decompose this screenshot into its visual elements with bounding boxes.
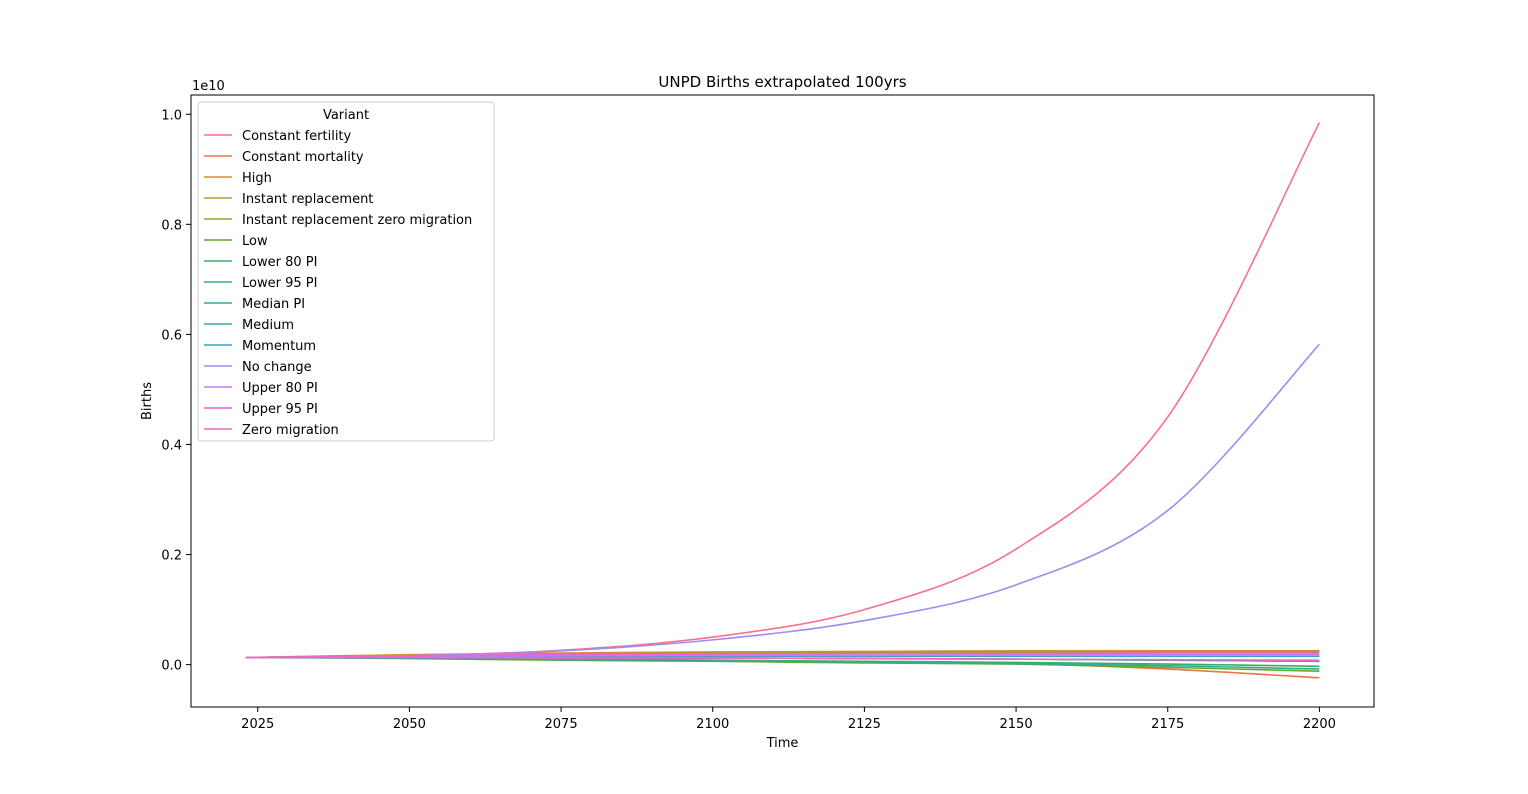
legend-entry: No change — [242, 360, 312, 375]
x-tick-label: 2150 — [1000, 717, 1033, 732]
legend-box — [197, 101, 495, 442]
legend-entry: Constant fertility — [242, 129, 352, 144]
legend-entry: Median PI — [242, 297, 305, 312]
series-line — [245, 652, 1320, 659]
legend-entry: Upper 95 PI — [242, 402, 318, 417]
y-tick-label: 0.2 — [161, 549, 182, 564]
legend-entry: Constant mortality — [242, 150, 364, 165]
legend: Variant Constant fertility Constant morta… — [197, 101, 495, 442]
y-axis-label: Births — [140, 382, 155, 420]
legend-entry: High — [242, 171, 272, 186]
x-axis-label: Time — [766, 736, 799, 751]
y-tick-label: 0.6 — [161, 328, 182, 343]
legend-entry: Instant replacement — [242, 192, 373, 207]
x-tick-label: 2100 — [696, 717, 729, 732]
y-tick-label: 1.0 — [161, 108, 182, 123]
x-tick-label: 2125 — [848, 717, 881, 732]
y-tick-label: 0.4 — [161, 438, 182, 453]
legend-entry: Instant replacement zero migration — [242, 213, 472, 228]
legend-items: Constant fertility Constant mortality High… — [204, 129, 472, 438]
legend-entry: Low — [242, 234, 268, 249]
legend-entry: Lower 95 PI — [242, 276, 317, 291]
chart-title: UNPD Births extrapolated 100yrs — [658, 73, 906, 91]
y-tick-label: 0.0 — [161, 659, 182, 674]
plot-lines — [245, 122, 1321, 679]
legend-entry: Momentum — [242, 339, 316, 354]
x-tick-label: 2200 — [1303, 717, 1336, 732]
legend-title: Variant — [323, 108, 369, 123]
legend-entry: Upper 80 PI — [242, 381, 318, 396]
x-tick-label: 2025 — [241, 717, 274, 732]
plot-area-frame — [190, 94, 1375, 708]
y-tick-label: 0.8 — [161, 218, 182, 233]
x-tick-label: 2075 — [545, 717, 578, 732]
y-axis: 0.0 0.2 0.4 0.6 0.8 1.0 — [161, 108, 191, 674]
legend-entry: Medium — [242, 318, 294, 333]
y-offset-label: 1e10 — [192, 79, 225, 94]
x-tick-label: 2050 — [393, 717, 426, 732]
x-tick-label: 2175 — [1151, 717, 1184, 732]
series-line — [245, 656, 1320, 662]
legend-entry: Zero migration — [242, 423, 339, 438]
legend-entry: Lower 80 PI — [242, 255, 317, 270]
series-line — [245, 650, 1320, 659]
x-axis: 2025 2050 2075 2100 2125 2150 2175 2200 — [241, 707, 1336, 732]
